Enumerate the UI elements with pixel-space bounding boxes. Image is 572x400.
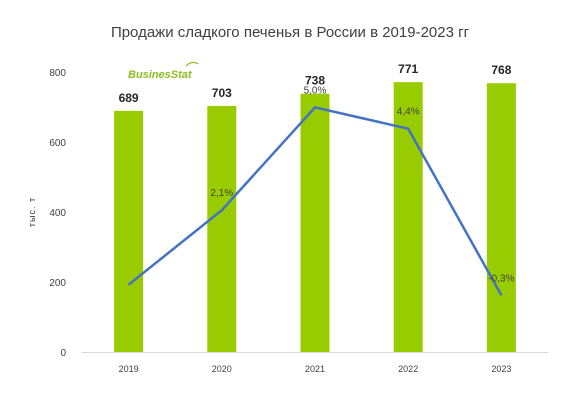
y-tick-label: 0 — [60, 348, 66, 359]
x-tick-label: 2022 — [398, 364, 418, 374]
bar — [114, 110, 144, 352]
growth-line — [127, 106, 503, 296]
y-tick-label: 800 — [49, 68, 66, 79]
y-axis-label: тыс. т — [27, 197, 37, 227]
bar-value-label: 689 — [119, 91, 139, 105]
growth-labels: 2,1% 5,0% 4,4% -0,3% — [210, 85, 514, 284]
bar — [207, 105, 237, 352]
y-axis-ticks: 0 200 400 600 800 — [49, 68, 66, 359]
bar-value-label: 771 — [398, 62, 418, 76]
x-axis-ticks: 2019 2020 2021 2022 2023 — [119, 364, 512, 374]
growth-value-label: -0,3% — [488, 273, 514, 284]
y-tick-label: 200 — [49, 278, 66, 289]
bar-value-label: 768 — [491, 63, 511, 77]
chart-title: Продажи сладкого печенья в России в 2019… — [111, 24, 470, 41]
x-tick-label: 2019 — [119, 364, 139, 374]
bar-labels: 689 703 738 771 768 — [119, 62, 512, 105]
growth-value-label: 5,0% — [304, 85, 327, 96]
bar-value-label: 738 — [305, 74, 325, 88]
growth-value-label: 2,1% — [210, 188, 233, 199]
x-tick-label: 2023 — [491, 364, 511, 374]
bars — [114, 82, 516, 353]
y-tick-label: 400 — [49, 208, 66, 219]
bar — [486, 83, 516, 352]
logo: BusinesStat — [128, 61, 199, 81]
logo-swoosh-icon — [185, 61, 199, 67]
logo-text: BusinesStat — [128, 69, 193, 81]
bar-value-label: 703 — [212, 86, 232, 100]
x-tick-label: 2021 — [305, 364, 325, 374]
bar — [393, 82, 423, 353]
bar — [300, 93, 330, 352]
y-tick-label: 600 — [49, 138, 66, 149]
growth-value-label: 4,4% — [397, 107, 420, 118]
x-tick-label: 2020 — [212, 364, 232, 374]
